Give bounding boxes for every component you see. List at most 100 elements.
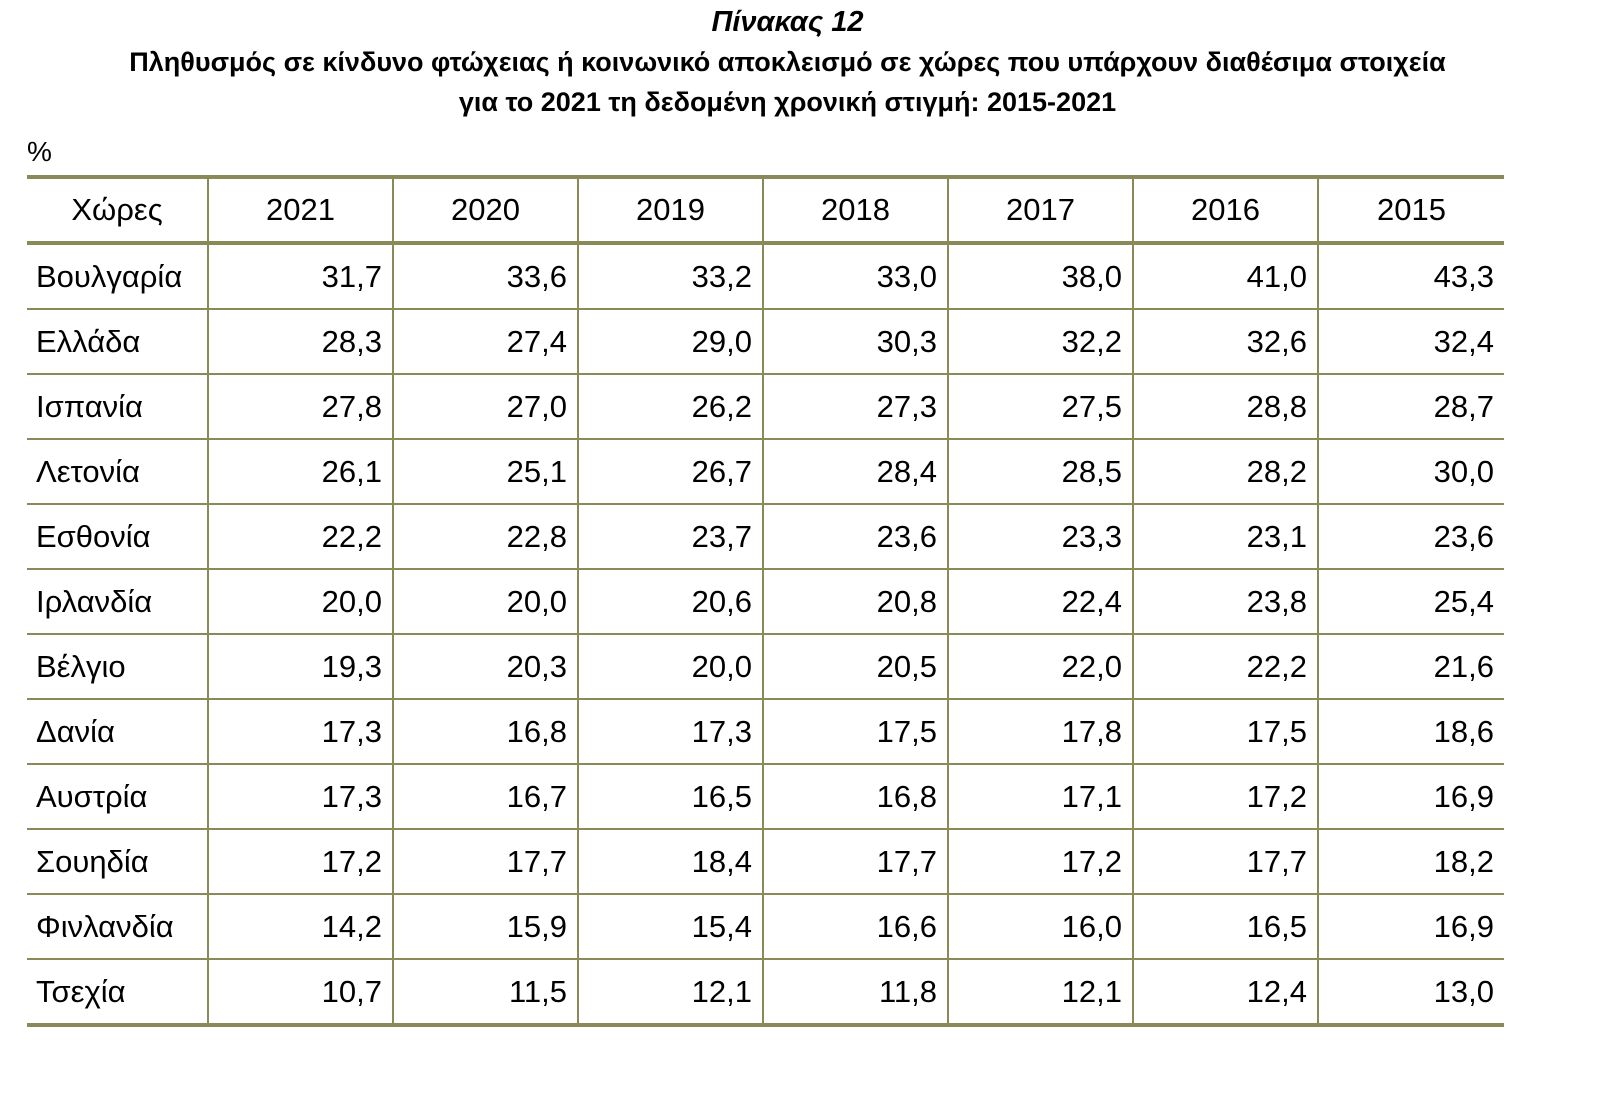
column-header-year: 2021 (207, 175, 393, 245)
value-cell: 28,3 (207, 309, 393, 375)
value-cell: 17,8 (947, 699, 1133, 765)
value-cell: 20,5 (762, 634, 948, 700)
table-number: Πίνακας 12 (711, 6, 864, 38)
country-cell: Ισπανία (27, 374, 208, 440)
value-cell: 28,5 (947, 439, 1133, 505)
value-cell: 16,9 (1317, 894, 1504, 960)
country-cell: Βουλγαρία (27, 243, 208, 310)
value-cell: 12,1 (577, 959, 763, 1027)
table-row: Δανία 17,3 16,8 17,3 17,5 17,8 17,5 18,6 (27, 699, 1504, 765)
value-cell: 30,0 (1317, 439, 1504, 505)
value-cell: 23,1 (1132, 504, 1318, 570)
column-header-year: 2016 (1132, 175, 1318, 245)
value-cell: 32,2 (947, 309, 1133, 375)
value-cell: 27,5 (947, 374, 1133, 440)
value-cell: 18,4 (577, 829, 763, 895)
value-cell: 17,2 (207, 829, 393, 895)
value-cell: 43,3 (1317, 243, 1504, 310)
country-cell: Τσεχία (27, 959, 208, 1027)
value-cell: 31,7 (207, 243, 393, 310)
value-cell: 12,4 (1132, 959, 1318, 1027)
value-cell: 16,8 (392, 699, 578, 765)
table-row: Εσθονία 22,2 22,8 23,7 23,6 23,3 23,1 23,6 (27, 504, 1504, 570)
value-cell: 17,7 (762, 829, 948, 895)
value-cell: 11,8 (762, 959, 948, 1027)
title-block: Πίνακας 12 Πληθυσμός σε κίνδυνο φτώχειας… (0, 2, 1575, 122)
value-cell: 18,6 (1317, 699, 1504, 765)
table-body: Βουλγαρία 31,7 33,6 33,2 33,0 38,0 41,0 43,3 Ελλ… (27, 243, 1504, 1027)
country-cell: Ιρλανδία (27, 569, 208, 635)
value-cell: 28,7 (1317, 374, 1504, 440)
country-cell: Εσθονία (27, 504, 208, 570)
column-header-year: 2017 (947, 175, 1133, 245)
value-cell: 21,6 (1317, 634, 1504, 700)
country-cell: Δανία (27, 699, 208, 765)
value-cell: 20,0 (392, 569, 578, 635)
value-cell: 17,5 (762, 699, 948, 765)
value-cell: 32,6 (1132, 309, 1318, 375)
column-header-year: 2015 (1317, 175, 1504, 245)
table-row: Ισπανία 27,8 27,0 26,2 27,3 27,5 28,8 28,7 (27, 374, 1504, 440)
value-cell: 26,7 (577, 439, 763, 505)
table-row: Βέλγιο 19,3 20,3 20,0 20,5 22,0 22,2 21,6 (27, 634, 1504, 700)
country-cell: Ελλάδα (27, 309, 208, 375)
value-cell: 17,3 (207, 699, 393, 765)
column-header-year: 2019 (577, 175, 763, 245)
table-row: Σουηδία 17,2 17,7 18,4 17,7 17,2 17,7 18,2 (27, 829, 1504, 895)
value-cell: 16,7 (392, 764, 578, 830)
value-cell: 20,6 (577, 569, 763, 635)
value-cell: 23,8 (1132, 569, 1318, 635)
value-cell: 17,5 (1132, 699, 1318, 765)
value-cell: 17,2 (947, 829, 1133, 895)
value-cell: 25,1 (392, 439, 578, 505)
country-cell: Αυστρία (27, 764, 208, 830)
value-cell: 32,4 (1317, 309, 1504, 375)
value-cell: 23,3 (947, 504, 1133, 570)
value-cell: 16,5 (577, 764, 763, 830)
data-table: Χώρες 2021 2020 2019 2018 2017 2016 2015 Βουλγα… (27, 175, 1504, 1027)
value-cell: 15,4 (577, 894, 763, 960)
value-cell: 13,0 (1317, 959, 1504, 1027)
value-cell: 16,6 (762, 894, 948, 960)
value-cell: 12,1 (947, 959, 1133, 1027)
value-cell: 38,0 (947, 243, 1133, 310)
value-cell: 33,6 (392, 243, 578, 310)
value-cell: 25,4 (1317, 569, 1504, 635)
table-row: Βουλγαρία 31,7 33,6 33,2 33,0 38,0 41,0 43,3 (27, 243, 1504, 310)
value-cell: 22,8 (392, 504, 578, 570)
value-cell: 20,0 (577, 634, 763, 700)
table-row: Αυστρία 17,3 16,7 16,5 16,8 17,1 17,2 16,9 (27, 764, 1504, 830)
value-cell: 23,7 (577, 504, 763, 570)
table-row: Λετονία 26,1 25,1 26,7 28,4 28,5 28,2 30,0 (27, 439, 1504, 505)
table-head: Χώρες 2021 2020 2019 2018 2017 2016 2015 (27, 175, 1504, 245)
table-title-line-2: για το 2021 τη δεδομένη χρονική στιγμή: … (458, 87, 1117, 117)
value-cell: 26,2 (577, 374, 763, 440)
value-cell: 15,9 (392, 894, 578, 960)
table-header-row: Χώρες 2021 2020 2019 2018 2017 2016 2015 (27, 175, 1504, 245)
value-cell: 26,1 (207, 439, 393, 505)
value-cell: 17,2 (1132, 764, 1318, 830)
value-cell: 33,2 (577, 243, 763, 310)
value-cell: 22,2 (1132, 634, 1318, 700)
value-cell: 22,0 (947, 634, 1133, 700)
value-cell: 20,0 (207, 569, 393, 635)
value-cell: 23,6 (762, 504, 948, 570)
value-cell: 28,8 (1132, 374, 1318, 440)
value-cell: 23,6 (1317, 504, 1504, 570)
column-header-countries: Χώρες (27, 175, 208, 245)
value-cell: 17,7 (1132, 829, 1318, 895)
value-cell: 27,4 (392, 309, 578, 375)
unit-label: % (27, 136, 52, 167)
value-cell: 20,3 (392, 634, 578, 700)
value-cell: 17,1 (947, 764, 1133, 830)
country-cell: Φινλανδία (27, 894, 208, 960)
value-cell: 27,3 (762, 374, 948, 440)
value-cell: 33,0 (762, 243, 948, 310)
value-cell: 14,2 (207, 894, 393, 960)
value-cell: 22,2 (207, 504, 393, 570)
value-cell: 17,3 (577, 699, 763, 765)
country-cell: Βέλγιο (27, 634, 208, 700)
value-cell: 17,7 (392, 829, 578, 895)
value-cell: 19,3 (207, 634, 393, 700)
table-title-line-1: Πληθυσμός σε κίνδυνο φτώχειας ή κοινωνικ… (129, 47, 1446, 77)
